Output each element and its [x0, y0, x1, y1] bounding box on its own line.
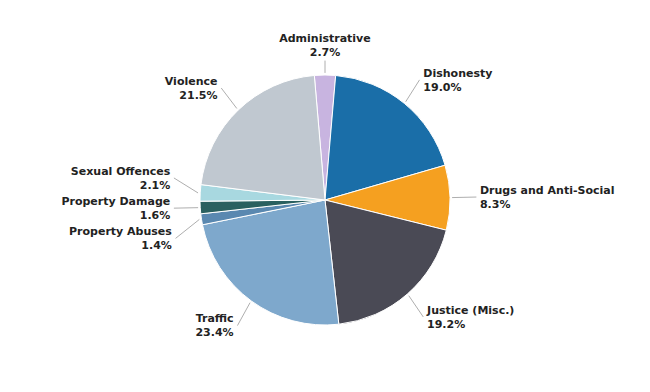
value-label: 2.7%: [310, 46, 341, 59]
category-label: Property Damage: [61, 195, 170, 208]
slice-label: Justice (Misc.)19.2%: [426, 304, 514, 331]
leader-lines: [174, 61, 476, 325]
slice-label: Dishonesty19.0%: [423, 67, 492, 94]
category-label: Drugs and Anti-Social: [480, 184, 615, 197]
pie-slice: [200, 200, 325, 214]
leader-line: [452, 197, 475, 199]
slice-label: Violence21.5%: [165, 75, 218, 102]
value-label: 2.1%: [140, 179, 171, 192]
category-label: Administrative: [279, 32, 371, 45]
leader-line: [409, 296, 423, 317]
value-label: 8.3%: [480, 198, 511, 211]
category-label: Dishonesty: [423, 67, 492, 80]
value-label: 1.4%: [141, 239, 172, 252]
pie-slice: [201, 200, 325, 225]
category-label: Violence: [165, 75, 218, 88]
slice-label: Sexual Offences2.1%: [71, 165, 171, 192]
category-label: Justice (Misc.): [426, 304, 514, 317]
slice-label: Traffic23.4%: [195, 312, 233, 339]
leader-line: [222, 88, 237, 108]
leader-line: [174, 178, 197, 193]
leader-line: [406, 80, 419, 101]
slices: [200, 75, 450, 325]
slice-label: Property Damage1.6%: [61, 195, 170, 222]
value-label: 21.5%: [179, 89, 217, 102]
leader-line: [174, 207, 197, 208]
chart: Administrative2.7% Dishonesty19.0% Drugs a…: [0, 0, 650, 392]
leader-line: [238, 303, 250, 325]
pie-slice: [201, 75, 325, 200]
value-label: 1.6%: [140, 209, 171, 222]
slice-label: Administrative2.7%: [279, 32, 371, 59]
category-label: Sexual Offences: [71, 165, 171, 178]
value-label: 19.0%: [423, 81, 461, 94]
value-label: 23.4%: [195, 326, 233, 339]
slice-label: Drugs and Anti-Social8.3%: [480, 184, 615, 211]
category-label: Property Abuses: [69, 225, 172, 238]
slice-label: Property Abuses1.4%: [69, 225, 172, 252]
value-label: 19.2%: [427, 318, 465, 331]
labels: Administrative2.7% Dishonesty19.0% Drugs a…: [61, 32, 614, 339]
leader-line: [325, 61, 326, 73]
category-label: Traffic: [196, 312, 234, 325]
leader-line: [176, 220, 199, 238]
